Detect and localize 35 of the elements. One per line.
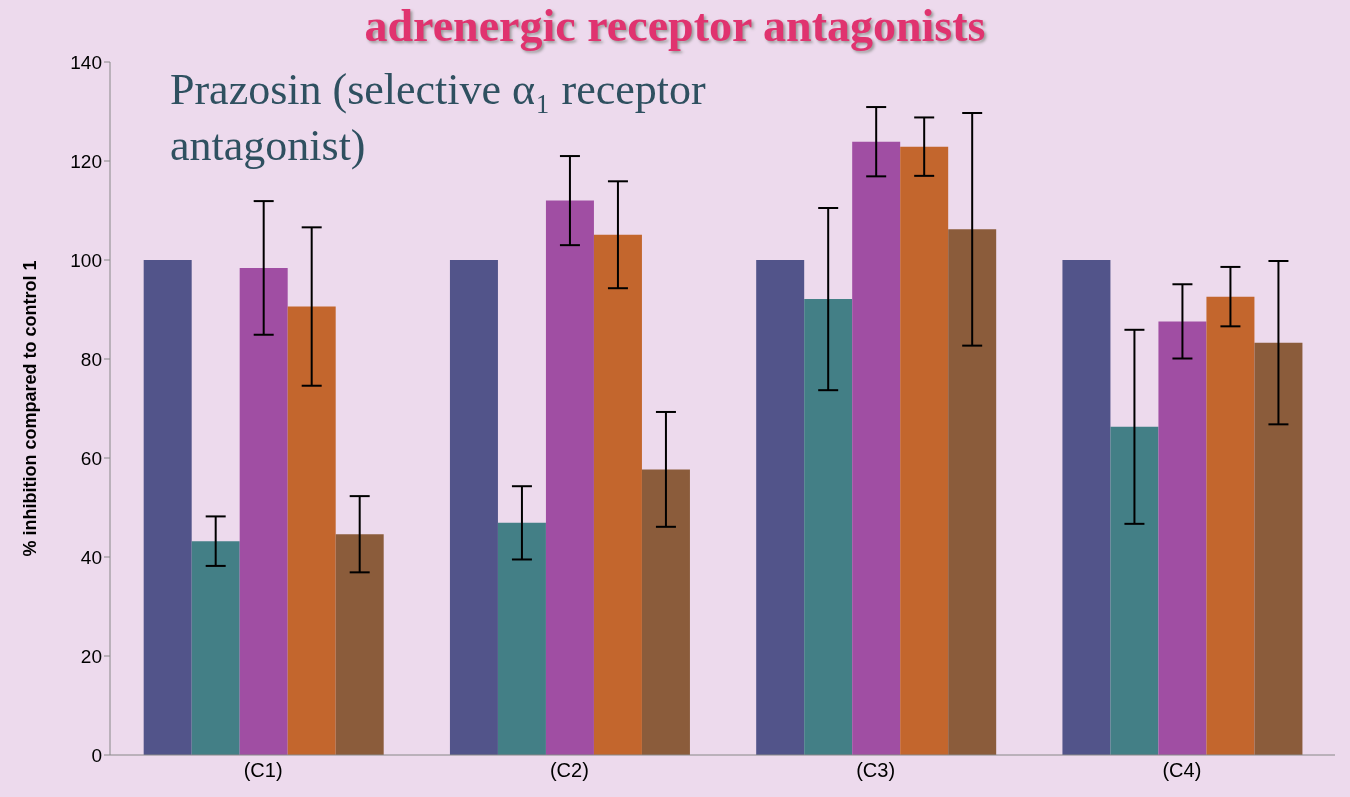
x-tick-label: (C4) [1162,759,1202,782]
bar [143,260,192,755]
y-axis-title: % inhibition compared to control 1 [20,260,41,557]
bar [191,541,240,755]
bar [1254,342,1303,755]
bar [1158,321,1207,755]
bar [1062,260,1111,755]
x-tick-label: (C1) [243,759,283,782]
bar [335,534,384,755]
bar [852,141,901,755]
y-tick-label: 120 [70,150,102,172]
bar [1110,426,1159,755]
y-tick-label: 40 [80,546,102,568]
chart-title: adrenergic receptor antagonists [363,0,987,52]
bar [900,146,949,755]
bar [545,200,594,755]
bar [497,522,546,755]
bar [287,306,336,755]
x-tick-label: (C2) [549,759,589,782]
y-tick-label: 20 [80,645,102,667]
bar [948,229,997,755]
y-tick-label: 60 [80,447,102,469]
y-tick-label: 80 [80,348,102,370]
y-tick-label: 140 [70,51,102,73]
bar [593,234,642,755]
bar [641,469,690,755]
bar [239,267,288,755]
x-tick-label: (C3) [856,759,896,782]
bar [1206,296,1255,755]
bar [804,299,853,755]
y-tick-label: 100 [70,249,102,271]
text: Prazosin (selective α₁ receptor antagonist) [170,64,707,172]
bar [756,260,805,755]
y-tick-label: 0 [91,744,102,766]
bar [449,260,498,755]
